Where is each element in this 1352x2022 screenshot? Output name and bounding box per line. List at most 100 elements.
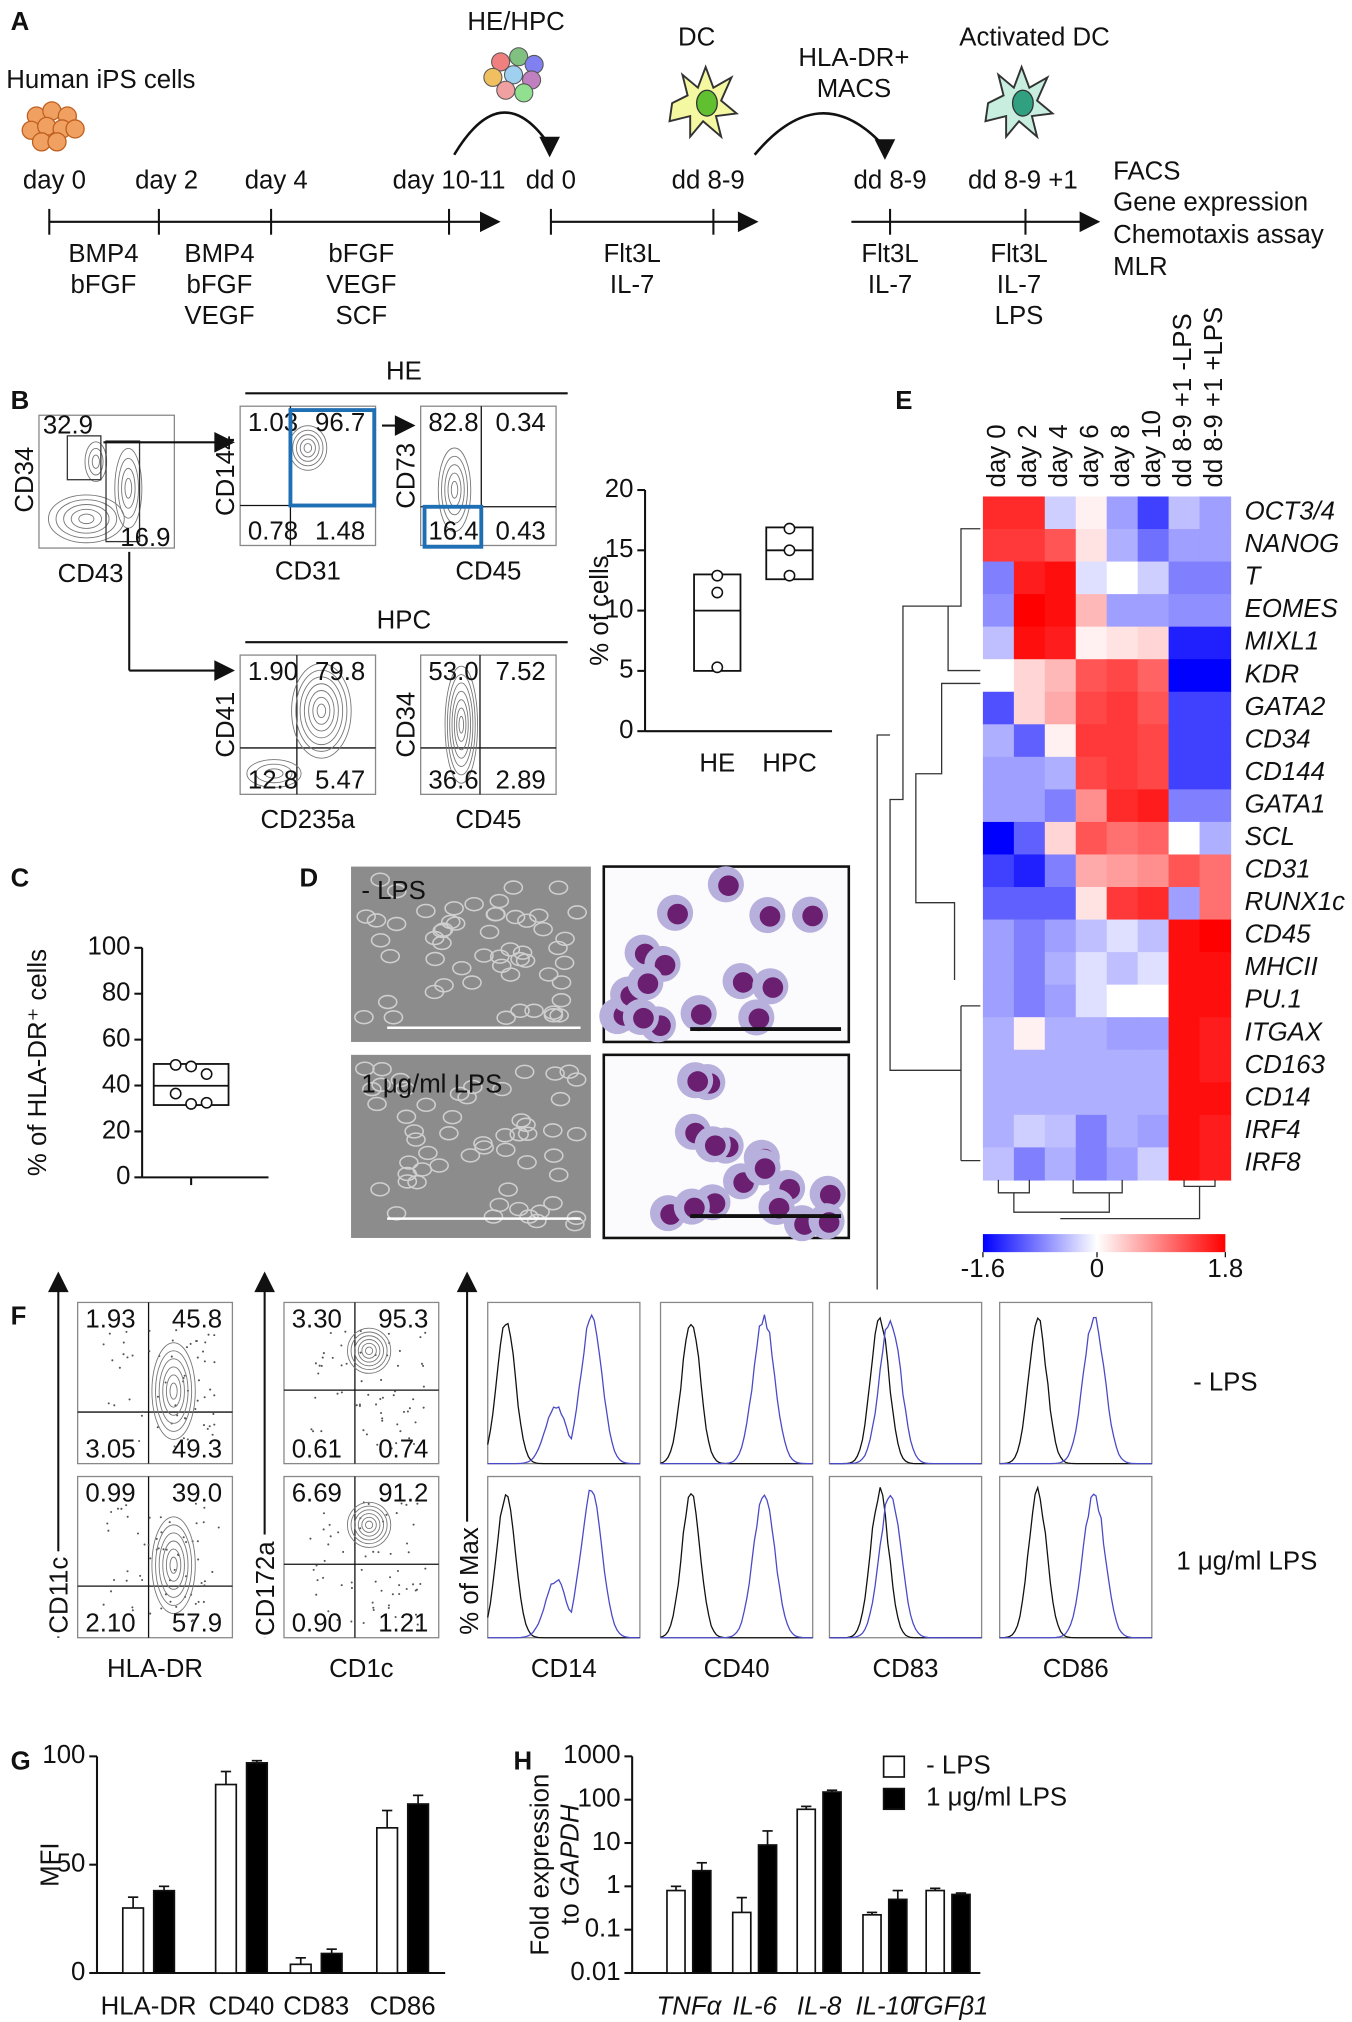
quadrant-value: 3.05	[85, 1436, 135, 1464]
stained-nucleus	[748, 1008, 770, 1030]
gene-label: SCL	[1245, 823, 1295, 851]
bar	[691, 1869, 712, 1974]
heatmap-cell	[1168, 691, 1201, 725]
heatmap-cell	[982, 887, 1015, 921]
progenitor-cell	[509, 47, 529, 67]
heatmap-cell	[1199, 887, 1232, 921]
gene-label: ITGAX	[1245, 1018, 1323, 1046]
gate-value: 16.9	[120, 524, 170, 552]
unstained-cell	[399, 1155, 419, 1170]
heatmap-cell	[1199, 691, 1232, 725]
unstained-cell	[495, 1142, 516, 1158]
quadrant-value: 2.89	[496, 766, 546, 794]
unstained-cell	[462, 975, 482, 990]
y-tick-label: 1	[606, 1871, 620, 1899]
heatmap-cell	[1044, 756, 1077, 791]
heatmap-cell	[1199, 659, 1232, 693]
unstained-cell	[510, 1003, 530, 1019]
heatmap-cell	[1044, 1114, 1077, 1149]
heatmap-cell	[1013, 659, 1046, 693]
heatmap-cell	[1199, 789, 1232, 823]
event-dot	[131, 1609, 134, 1612]
event-dot	[312, 1568, 315, 1571]
sort-label: HLA-DR+	[798, 44, 909, 72]
quadrant-value: 1.21	[378, 1610, 428, 1638]
column-label: day 8	[1107, 424, 1135, 487]
bar	[121, 1907, 145, 1974]
event-dot	[387, 1604, 390, 1607]
quadrant-value: 0.74	[378, 1436, 428, 1464]
data-point	[711, 661, 724, 674]
curved-arrow	[453, 111, 549, 156]
group-title: HPC	[377, 606, 431, 634]
heatmap-cell	[1168, 1147, 1201, 1181]
label-backdrop	[249, 1534, 278, 1638]
legend-swatch	[882, 1787, 906, 1811]
event-dot	[131, 1354, 134, 1357]
gene-label: GATA1	[1245, 790, 1326, 818]
event-dot	[331, 1356, 334, 1359]
histogram	[999, 1493, 1152, 1639]
event-dot	[195, 1340, 198, 1343]
contour	[155, 1350, 193, 1432]
event-dot	[149, 1557, 152, 1560]
stage-title: Human iPS cells	[6, 66, 195, 94]
gene-label: IRF4	[1245, 1116, 1301, 1144]
contour	[451, 690, 472, 759]
contour	[303, 443, 313, 453]
event-dot	[371, 1601, 374, 1604]
event-dot	[372, 1550, 375, 1553]
unstained-cell	[492, 1081, 512, 1097]
contour	[47, 494, 125, 544]
legend-label: - LPS	[926, 1751, 990, 1779]
heatmap-cell	[1013, 1082, 1046, 1116]
medium: bFGF	[70, 271, 136, 299]
unstained-cell	[396, 1109, 417, 1125]
color-tick-label: -1.6	[961, 1255, 1005, 1283]
x-tick-label: TNFα	[656, 1993, 722, 2021]
unstained-cell	[516, 1117, 536, 1132]
medium: SCF	[336, 302, 388, 330]
readout: Gene expression	[1113, 189, 1308, 217]
event-dot	[162, 1548, 165, 1551]
event-dot	[420, 1362, 424, 1365]
gate	[105, 440, 141, 543]
heatmap-cell	[1168, 756, 1201, 791]
event-dot	[396, 1569, 400, 1573]
dc-nucleus	[1011, 89, 1034, 117]
unstained-cell	[550, 1091, 571, 1107]
heatmap-cell	[982, 691, 1015, 725]
column-label: day 6	[1076, 424, 1104, 487]
event-dot	[367, 1393, 370, 1396]
unstained-cell	[416, 903, 436, 919]
heatmap-cell	[1168, 529, 1201, 563]
progenitor-cell	[503, 65, 524, 85]
axis-label: CD83	[873, 1655, 939, 1683]
event-dot	[379, 1398, 382, 1401]
heatmap-cell	[982, 1082, 1015, 1116]
unstained-cell	[397, 1174, 418, 1189]
event-dot	[314, 1362, 317, 1365]
heatmap-cell	[1106, 659, 1139, 693]
event-dot	[173, 1568, 176, 1571]
event-dot	[213, 1334, 216, 1337]
quadrant-value: 12.8	[248, 766, 298, 794]
heatmap-cell	[1044, 724, 1077, 758]
contour	[78, 513, 95, 525]
medium: bFGF	[187, 271, 253, 299]
bar	[406, 1803, 430, 1974]
heatmap-cell	[1199, 1114, 1232, 1149]
contour	[357, 1513, 381, 1537]
unstained-cell	[387, 883, 407, 899]
stained-nucleus	[690, 1004, 712, 1025]
event-dot	[408, 1437, 411, 1440]
quadrant-value: 0.61	[292, 1436, 342, 1464]
histogram	[999, 1316, 1152, 1465]
heatmap-cell	[1199, 594, 1232, 628]
heatmap-cell	[1106, 724, 1139, 758]
bar	[796, 1808, 817, 1974]
heatmap-cell	[1168, 659, 1201, 693]
heatmap-cell	[1075, 724, 1108, 758]
gene-label: EOMES	[1245, 595, 1338, 623]
y-tick-label: 0.01	[570, 1958, 620, 1986]
